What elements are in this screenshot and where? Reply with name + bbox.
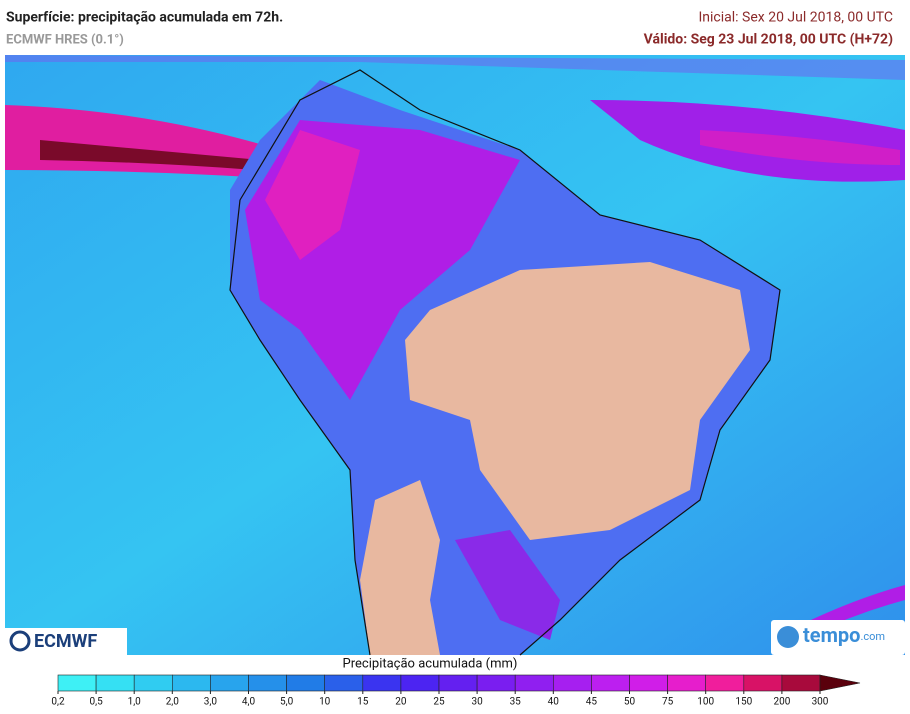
precip-area [265,130,360,260]
color-bin [667,674,706,692]
tick-label: 15 [357,697,369,708]
precip-core [40,140,260,170]
dry-land [405,262,750,540]
model-name: ECMWF HRES (0.1°) [6,32,124,47]
color-bin [705,674,745,692]
color-bin [629,674,668,692]
color-bin [781,674,821,692]
tick-label: 35 [510,697,522,708]
tick-label: 300 [812,697,829,708]
color-bin [286,674,326,692]
tick-label: 0,5 [89,697,103,708]
tick-label: 10 [319,697,331,708]
tick-label: 25 [433,697,445,708]
tick-label: 20 [395,697,407,708]
logo-main: tempo [803,623,860,647]
precip-band [5,55,905,80]
color-bin [400,674,440,692]
dry-land [360,480,440,655]
color-bin [552,674,592,692]
tick-label: 75 [662,697,674,708]
color-bin [476,674,516,692]
logo-suffix: .com [860,630,885,643]
colorbar-title: Precipitação acumulada (mm) [343,656,518,671]
color-bin [57,674,97,692]
title: Superfície: precipitação acumulada em 72… [6,10,283,26]
tick-label: 150 [735,697,752,708]
ecmwf-logo: ECMWF [5,628,127,655]
tick-label: 50 [624,697,636,708]
logo-text: tempo.com [803,623,885,647]
tick-label: 0,2 [51,697,65,708]
tempo-logo: tempo.com [771,620,905,655]
color-bin [172,674,211,692]
color-bin [95,674,135,692]
color-bin [743,674,783,692]
tick-label: 200 [773,697,790,708]
colorbar: 0,2 0,5 1,0 2,0 3,0 4,0 5,0 10 15 20 25 30 35 40 45 50 7… [51,674,861,708]
tick-label: 40 [548,697,560,708]
color-bin [438,674,478,692]
tick-label: 45 [586,697,598,708]
logo-icon [777,626,799,648]
color-bin [133,674,173,692]
tick-label: 2,0 [166,697,180,708]
precip-band [700,130,900,165]
color-bin [362,674,402,692]
color-bin [591,674,630,692]
tick-label: 5,0 [280,697,294,708]
valid-time: Válido: Seg 23 Jul 2018, 00 UTC (H+72) [644,32,893,48]
map [5,55,905,656]
color-bin [210,674,249,692]
color-arrow [819,674,861,692]
coastline [229,69,781,656]
color-bin [324,674,364,692]
initial-time: Inicial: Sex 20 Jul 2018, 00 UTC [698,10,893,26]
tick-label: 100 [697,697,714,708]
tick-label: 1,0 [128,697,142,708]
color-bin [248,674,287,692]
logo-text: ECMWF [34,631,97,652]
tick-label: 4,0 [242,697,256,708]
precip-area [455,530,560,640]
tick-label: 3,0 [204,697,218,708]
color-bin [514,674,554,692]
logo-icon [9,630,31,652]
logo-box [771,620,905,655]
tick-label: 30 [471,697,483,708]
